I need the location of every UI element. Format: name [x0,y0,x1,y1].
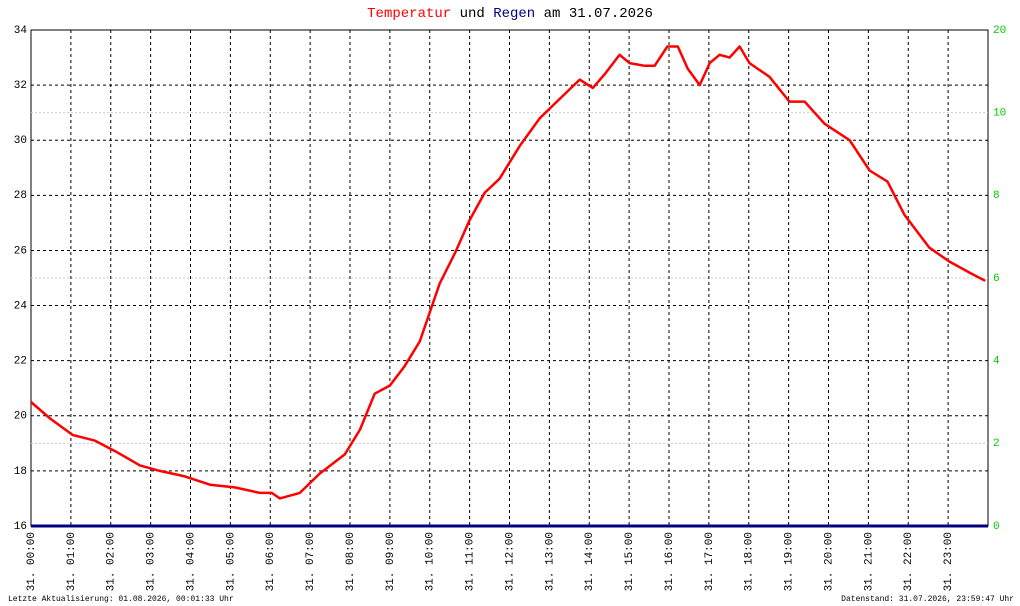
x-tick-label: 31. 17:00 [704,532,716,591]
x-tick-label: 31. 13:00 [544,532,556,591]
x-tick-label: 31. 15:00 [624,532,636,591]
chart-title: Temperatur und Regen am 31.07.2026 [367,6,653,22]
x-tick-label: 31. 06:00 [265,532,277,591]
x-tick-label: 31. 04:00 [185,532,197,591]
y-tick-label: 18 [14,466,27,478]
x-tick-label: 31. 20:00 [823,532,835,591]
title-part: und [460,6,485,22]
y2-tick-label: 8 [993,190,1000,202]
y-tick-label: 26 [14,245,27,257]
x-tick-label: 31. 14:00 [584,532,596,591]
y-tick-label: 22 [14,356,27,368]
y2-top-label: 20 [993,25,1006,37]
y-tick-label: 32 [14,80,27,92]
x-tick-label: 31. 00:00 [26,532,38,591]
y-tick-label: 16 [14,521,27,533]
y2-tick-label: 6 [993,273,1000,285]
x-tick-label: 31. 08:00 [345,532,357,591]
footer-right: Datenstand: 31.07.2026, 23:59:47 Uhr [841,595,1014,604]
x-tick-label: 31. 03:00 [146,532,158,591]
footer-left: Letzte Aktualisierung: 01.08.2026, 00:01… [8,595,234,604]
y2-tick-label: 2 [993,438,1000,450]
y2-tick-label: 0 [993,521,1000,533]
x-tick-label: 31. 16:00 [664,532,676,591]
y-tick-label: 34 [14,25,28,37]
y-tick-label: 20 [14,411,27,423]
x-tick-label: 31. 10:00 [425,532,437,591]
y-tick-label: 24 [14,300,28,312]
series-line [30,45,986,500]
title-part: Temperatur [367,6,451,22]
y2-tick-label: 10 [993,108,1006,120]
x-tick-label: 31. 07:00 [305,532,317,591]
y-tick-label: 30 [14,135,27,147]
x-tick-label: 31. 22:00 [903,532,915,591]
title-part: am 31.07.2026 [544,6,653,22]
x-tick-label: 31. 05:00 [225,532,237,591]
x-tick-label: 31. 21:00 [863,532,875,591]
x-tick-label: 31. 12:00 [504,532,516,591]
x-tick-label: 31. 19:00 [784,532,796,591]
x-tick-label: 31. 11:00 [465,532,477,591]
x-tick-label: 31. 23:00 [943,532,955,591]
title-part: Regen [493,6,535,22]
x-tick-label: 31. 09:00 [385,532,397,591]
x-tick-label: 31. 18:00 [744,532,756,591]
y-tick-label: 28 [14,190,27,202]
y2-tick-label: 4 [993,356,1000,368]
x-tick-label: 31. 01:00 [66,532,78,591]
x-tick-label: 31. 02:00 [106,532,118,591]
